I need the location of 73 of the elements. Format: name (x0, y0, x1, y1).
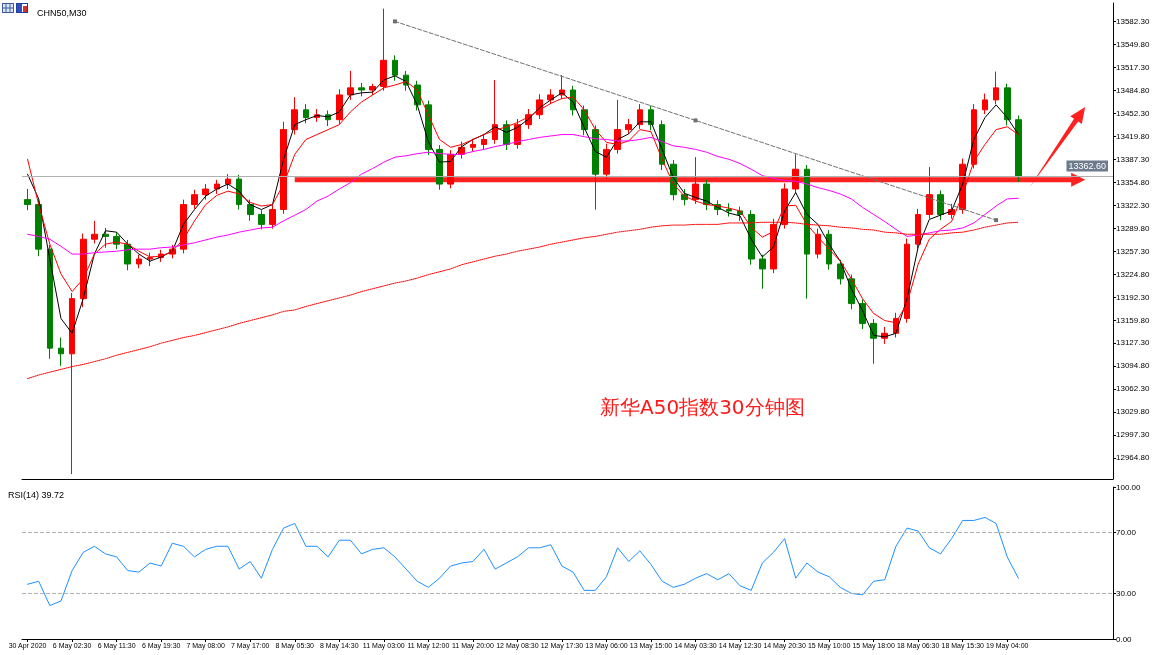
y-tick-label: 13224.80 (1116, 269, 1150, 279)
y-tick-label: 13127.30 (1116, 338, 1150, 348)
candlestick (982, 93, 988, 115)
candlestick (91, 220, 98, 244)
candlestick (102, 227, 109, 249)
candlestick (202, 183, 209, 201)
point (392, 19, 397, 24)
y-tick-label: 70.00 (1116, 528, 1137, 538)
chart-title: RSI(14) 39.72 (8, 489, 65, 500)
text: CHN50,M30 (37, 7, 87, 18)
y-tick-label: 13549.80 (1116, 39, 1150, 49)
line-series (27, 516, 1019, 607)
y-tick-label: 13582.30 (1116, 16, 1150, 26)
candlestick (937, 189, 944, 221)
line-series (27, 134, 1019, 255)
candlestick (358, 82, 365, 97)
y-tick-label: 13094.80 (1116, 361, 1150, 371)
y-tick-label: 13322.30 (1116, 200, 1150, 210)
candlestick (726, 202, 732, 218)
candlestick (269, 204, 276, 230)
candlestick (1015, 114, 1022, 183)
y-tick-label: 13062.30 (1116, 384, 1150, 394)
y-tick-label: 12997.30 (1116, 430, 1150, 440)
candlestick (470, 138, 476, 153)
candlestick (870, 318, 877, 365)
y-tick-label: 13192.30 (1116, 292, 1150, 302)
candlestick (804, 164, 810, 300)
candlestick (971, 103, 977, 169)
y-tick-label: 13484.80 (1116, 85, 1150, 95)
candlestick (225, 173, 231, 190)
candlestick (347, 70, 354, 101)
y-tick-label: 13387.30 (1116, 154, 1150, 164)
candlestick (47, 244, 53, 360)
annotation: 新华A50指数30分钟图 (600, 395, 805, 419)
candlestick (481, 133, 487, 151)
y-tick-label: 13354.80 (1116, 177, 1150, 187)
candlestick (247, 199, 254, 222)
y-tick-label: 100.00 (1116, 482, 1142, 492)
candlestick (58, 337, 64, 367)
candlestick (280, 121, 287, 215)
y-tick-label: 13419.80 (1116, 131, 1150, 141)
candlestick (759, 254, 766, 290)
candlestick (692, 156, 699, 205)
point (994, 218, 999, 223)
y-tick-label: 12964.80 (1116, 453, 1150, 463)
candlestick (926, 166, 933, 220)
point (693, 118, 698, 123)
candlestick (336, 88, 343, 125)
y-tick-label: 30.00 (1116, 588, 1137, 598)
y-tick-label: 13257.30 (1116, 246, 1150, 256)
candlestick (603, 143, 610, 179)
y-tick-label: 13029.80 (1116, 407, 1150, 417)
candlestick (392, 54, 398, 82)
candlestick (592, 124, 599, 211)
candlestick (147, 252, 153, 267)
ref-line-label: 13362.60 (1068, 161, 1106, 172)
candlestick (815, 228, 821, 259)
candlestick (993, 71, 999, 105)
candlestick (24, 188, 31, 211)
candlestick (303, 103, 309, 124)
y-tick-label: 13159.80 (1116, 315, 1150, 325)
candlestick (625, 118, 632, 135)
candlestick (258, 209, 265, 230)
y-tick-label: 13289.80 (1116, 223, 1150, 233)
candlestick (1004, 83, 1011, 126)
candlestick (637, 103, 643, 130)
candlestick (136, 254, 142, 269)
candlestick (648, 105, 654, 131)
candlestick (291, 96, 298, 136)
y-tick-label: 13517.30 (1116, 62, 1150, 72)
y-tick-label: 13452.30 (1116, 108, 1150, 118)
candlestick (191, 189, 198, 210)
y-tick-label: 0.00 (1116, 634, 1133, 644)
